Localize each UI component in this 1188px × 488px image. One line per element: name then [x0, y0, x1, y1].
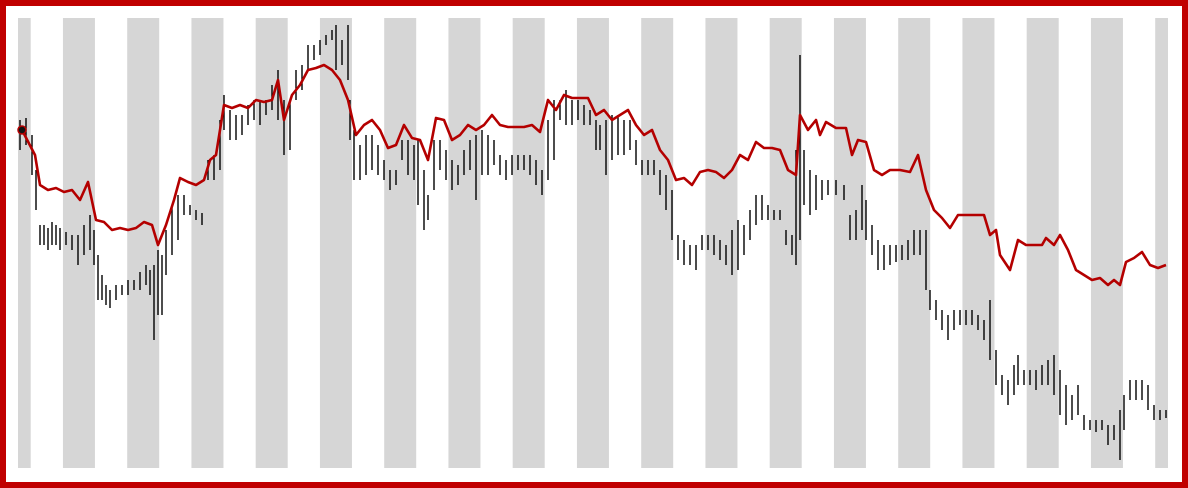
stripe: [18, 18, 31, 468]
stripes: [18, 18, 1168, 468]
stripe: [319, 18, 352, 468]
stripe: [833, 18, 866, 468]
stripe: [641, 18, 674, 468]
stripe: [384, 18, 417, 468]
start-marker: [17, 125, 27, 135]
stripe: [1155, 18, 1168, 468]
plot: [17, 25, 1167, 460]
stripe: [962, 18, 995, 468]
stripe: [191, 18, 224, 468]
stripe: [576, 18, 609, 468]
stripe: [448, 18, 481, 468]
stripe: [1090, 18, 1123, 468]
stripe: [512, 18, 545, 468]
stripe: [127, 18, 160, 468]
line: [20, 63, 1167, 287]
